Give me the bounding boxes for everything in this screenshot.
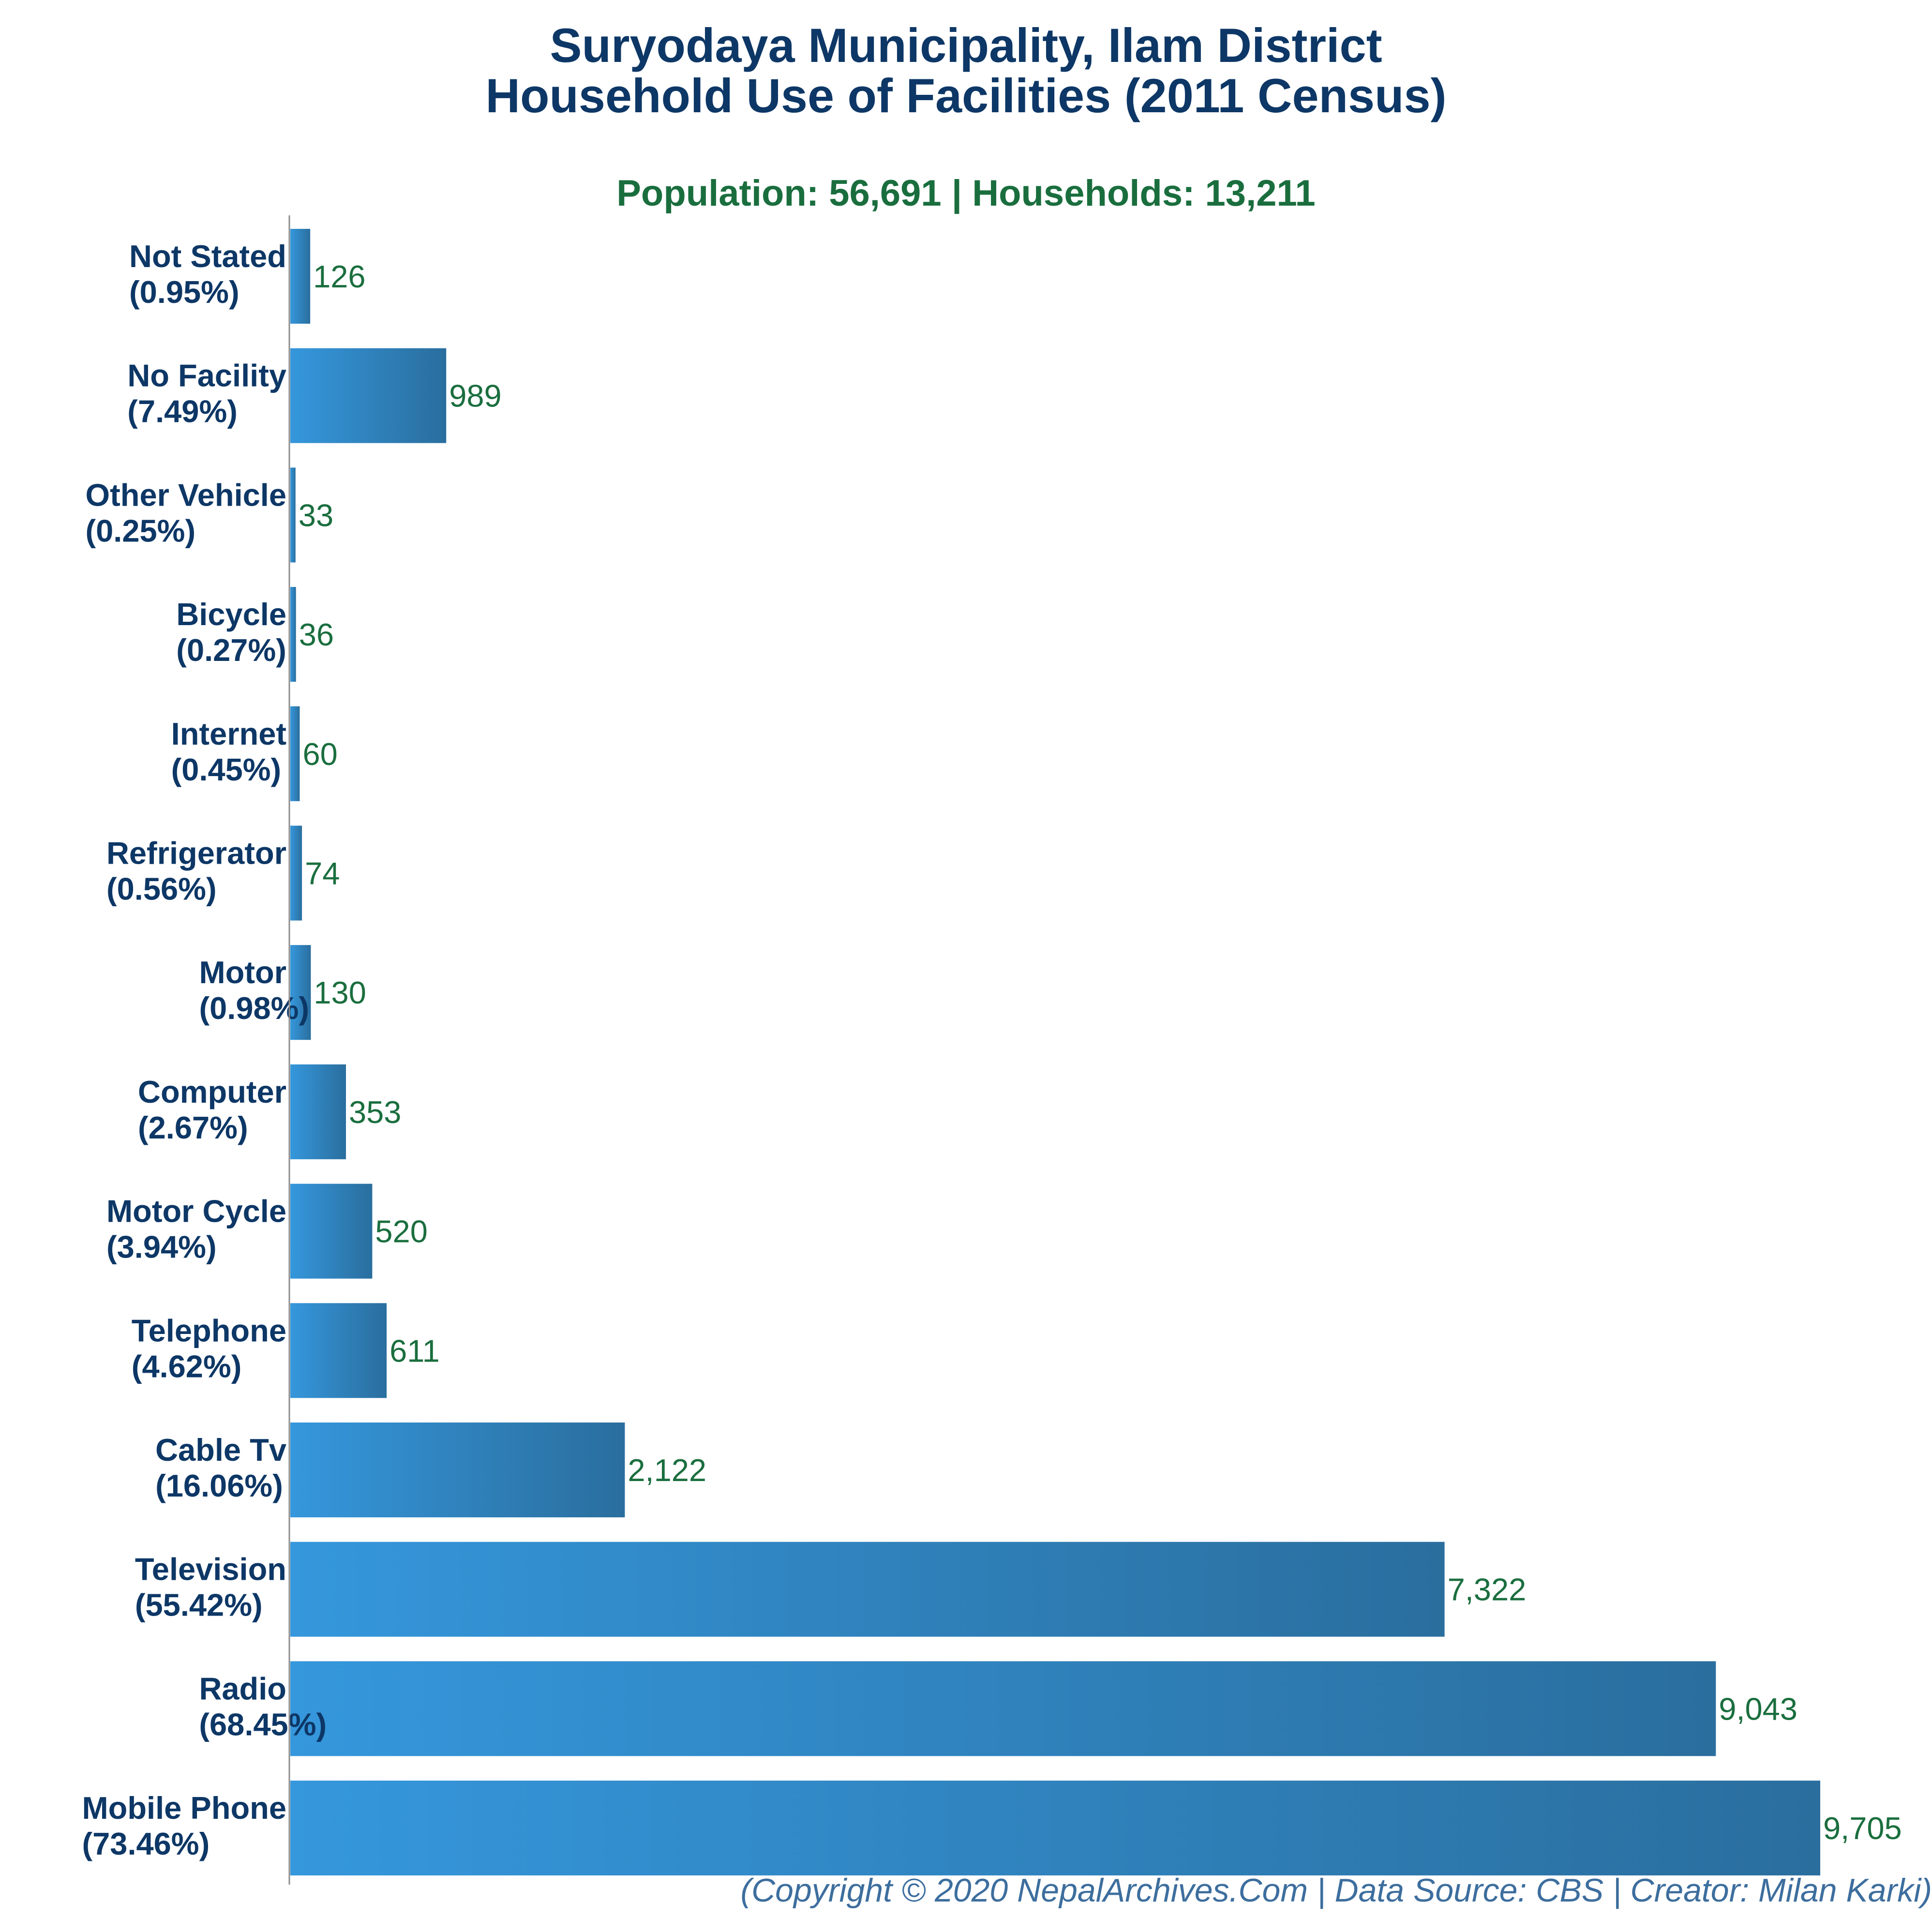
bar-internet — [290, 706, 300, 801]
bar-not-stated — [290, 229, 311, 324]
value-label-motor: 130 — [314, 975, 366, 1010]
percent-label-mobile-phone: (73.46%) — [82, 1826, 210, 1861]
category-label-other-vehicle: Other Vehicle — [86, 477, 286, 512]
bar-mobile-phone — [290, 1781, 1820, 1876]
value-label-bicycle: 36 — [299, 617, 334, 652]
percent-label-not-stated: (0.95%) — [129, 274, 240, 310]
bars-group — [290, 229, 1820, 1876]
percent-label-other-vehicle: (0.25%) — [86, 513, 196, 548]
bar-computer — [290, 1064, 346, 1159]
category-label-computer: Computer — [138, 1074, 286, 1109]
bar-motor — [290, 945, 311, 1040]
percent-label-television: (55.42%) — [135, 1588, 263, 1623]
bar-motor-cycle — [290, 1183, 373, 1279]
bar-no-facility — [290, 348, 447, 443]
percent-label-motor-cycle: (3.94%) — [106, 1229, 217, 1265]
value-label-computer: 353 — [349, 1094, 401, 1130]
category-label-not-stated: Not Stated — [129, 239, 286, 274]
value-label-internet: 60 — [303, 736, 338, 772]
value-label-motor-cycle: 520 — [375, 1214, 427, 1249]
value-label-other-vehicle: 33 — [299, 497, 333, 533]
percent-label-radio: (68.45%) — [199, 1707, 327, 1742]
value-label-refrigerator: 74 — [305, 856, 340, 891]
percent-label-telephone: (4.62%) — [132, 1348, 242, 1384]
percent-label-bicycle: (0.27%) — [176, 632, 286, 668]
value-label-radio: 9,043 — [1719, 1691, 1797, 1726]
category-label-refrigerator: Refrigerator — [106, 836, 286, 871]
category-label-internet: Internet — [171, 716, 286, 751]
category-label-no-facility: No Facility — [127, 358, 286, 393]
percent-label-internet: (0.45%) — [171, 752, 282, 787]
percent-label-computer: (2.67%) — [138, 1110, 248, 1145]
value-labels-group: 126 989 33 36 60 74 130 353 520 611 2,122 7,322 9,04… — [299, 259, 1902, 1846]
bar-telephone — [290, 1303, 387, 1398]
bar-refrigerator — [290, 825, 302, 921]
value-label-cable-tv: 2,122 — [628, 1453, 706, 1488]
category-labels-group: Not Stated(0.95%) No Facility(7.49%) Other… — [82, 239, 327, 1861]
category-label-television: Television — [135, 1552, 286, 1587]
value-label-not-stated: 126 — [313, 259, 365, 294]
category-label-bicycle: Bicycle — [176, 597, 286, 632]
percent-label-refrigerator: (0.56%) — [106, 871, 217, 907]
value-label-mobile-phone: 9,705 — [1823, 1811, 1902, 1846]
value-label-telephone: 611 — [389, 1333, 440, 1368]
bar-radio — [290, 1661, 1716, 1756]
category-label-cable-tv: Cable Tv — [155, 1432, 286, 1468]
category-label-motor: Motor — [199, 955, 287, 990]
chart-title-line-2: Household Use of Facilities (2011 Census… — [485, 69, 1447, 122]
category-label-telephone: Telephone — [132, 1313, 286, 1348]
copyright-footer: (Copyright © 2020 NepalArchives.Com | Da… — [740, 1872, 1932, 1909]
bar-television — [290, 1542, 1445, 1637]
percent-label-cable-tv: (16.06%) — [155, 1468, 283, 1503]
value-label-no-facility: 989 — [449, 378, 501, 414]
percent-label-motor: (0.98%) — [199, 990, 310, 1026]
category-label-radio: Radio — [199, 1671, 286, 1706]
category-label-mobile-phone: Mobile Phone — [82, 1790, 287, 1826]
chart-subtitle: Population: 56,691 | Households: 13,211 — [616, 173, 1316, 214]
bar-bicycle — [290, 587, 296, 682]
value-label-television: 7,322 — [1448, 1572, 1527, 1607]
chart-title-line-1: Suryodaya Municipality, Ilam District — [550, 18, 1382, 72]
category-label-motor-cycle: Motor Cycle — [106, 1194, 286, 1229]
percent-label-no-facility: (7.49%) — [127, 394, 238, 429]
bar-cable-tv — [290, 1423, 625, 1517]
bar-other-vehicle — [290, 467, 296, 563]
